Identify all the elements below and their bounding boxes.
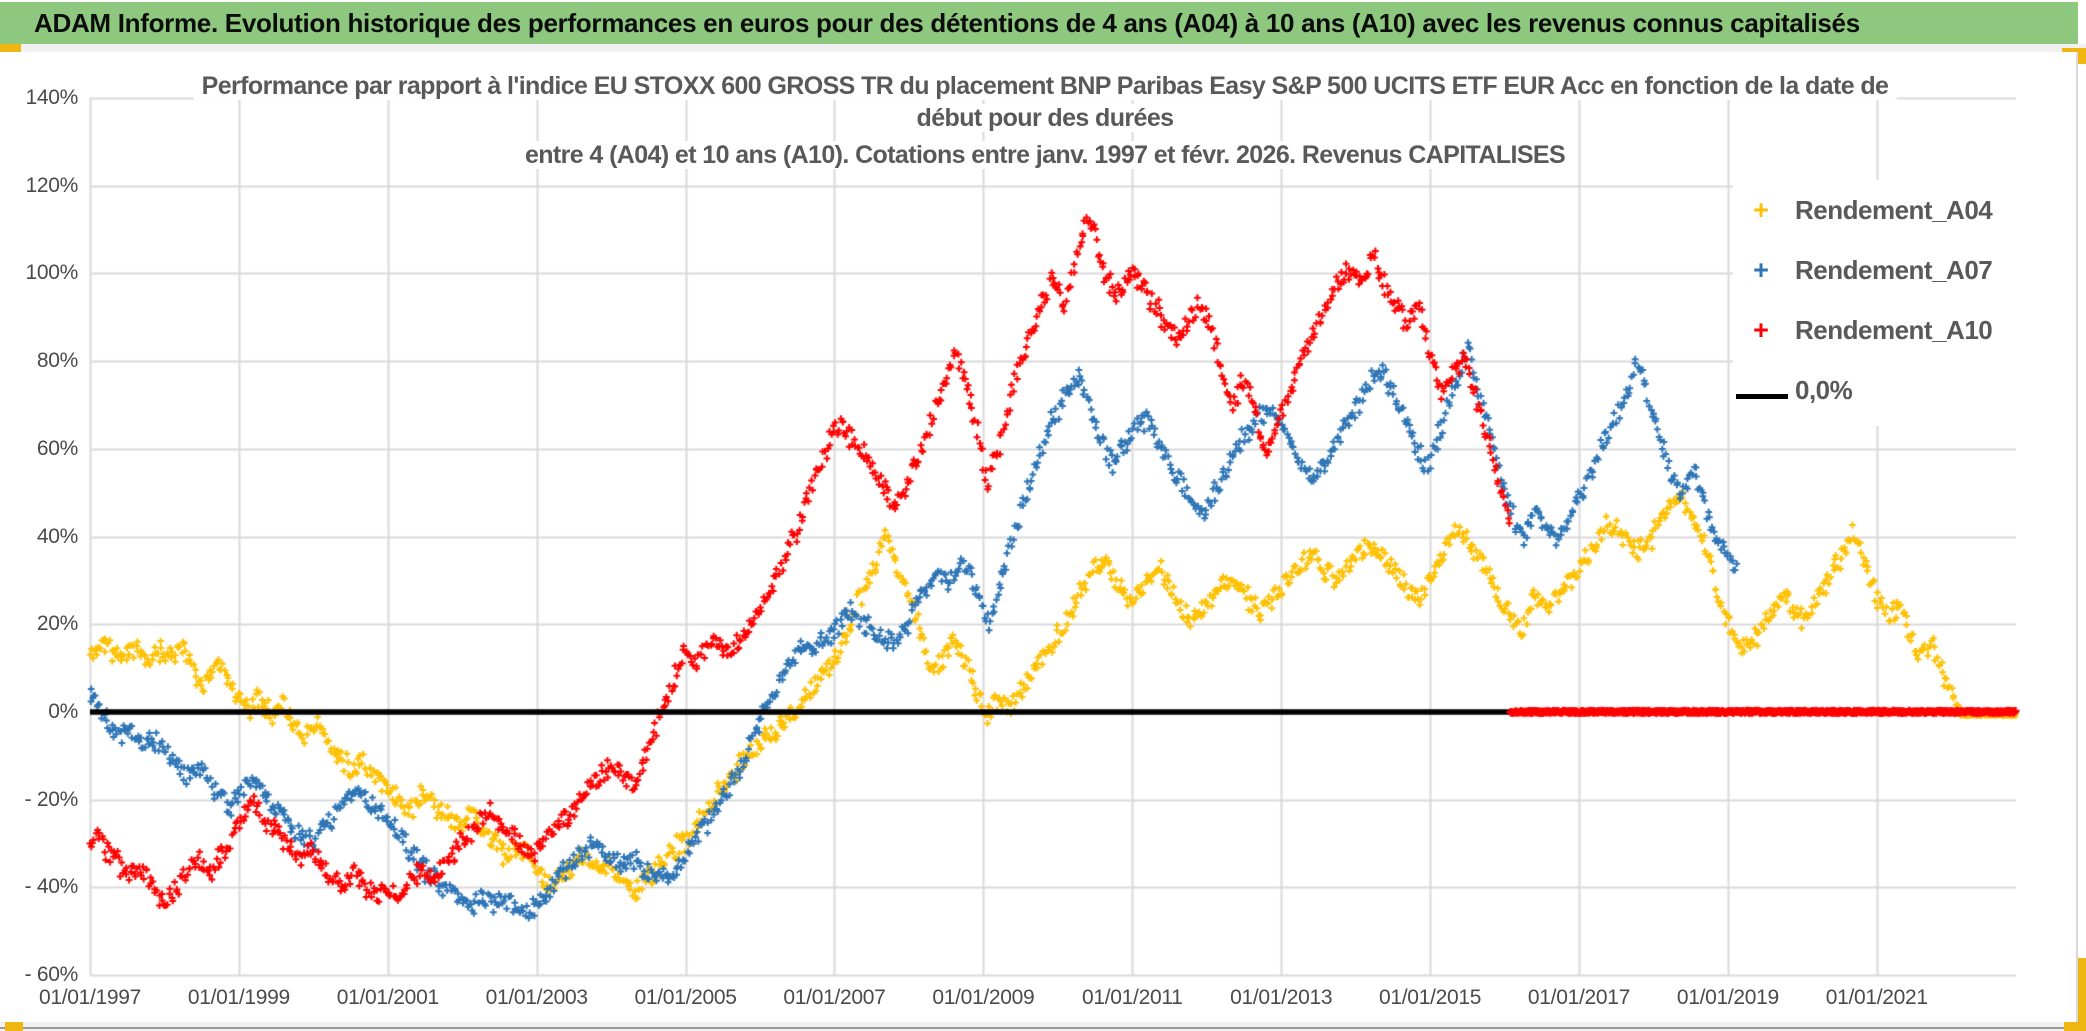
legend-plus-icon: +: [1753, 314, 1769, 345]
legend-item: + Rendement_A10: [1733, 300, 2017, 360]
y-axis-tick-label: - 40%: [24, 875, 79, 899]
x-axis-tick-label: 01/01/2001: [336, 986, 439, 1009]
y-axis-tick-label: - 20%: [24, 787, 79, 811]
x-axis-tick-label: 01/01/2009: [932, 986, 1035, 1009]
x-axis-tick-label: 01/01/2013: [1230, 986, 1333, 1009]
chart-title-line-1: Performance par rapport à l'indice EU ST…: [193, 72, 1897, 100]
gold-accent-bottom-left: [5, 1022, 23, 1031]
legend-plus-icon: +: [1753, 254, 1769, 285]
x-axis-tick-label: 01/01/2005: [634, 986, 737, 1009]
gold-accent-right-edge: [2078, 958, 2086, 1031]
legend-label: Rendement_A07: [1795, 254, 1993, 285]
x-axis-tick-label: 01/01/1997: [38, 986, 142, 1009]
chart-title-line-2: début pour des durées: [908, 104, 1182, 132]
x-axis-tick-label: 01/01/2017: [1527, 986, 1631, 1009]
y-axis-tick-label: 20%: [36, 612, 78, 636]
y-axis-tick-label: 140%: [25, 86, 78, 109]
y-axis-tick-label: - 60%: [24, 963, 79, 986]
legend: + Rendement_A04 + Rendement_A07 + Rendement_A…: [1733, 180, 2017, 426]
x-axis-tick-label: 01/01/2003: [485, 986, 588, 1009]
legend-plus-icon: +: [1753, 194, 1769, 225]
x-axis-tick-label: 01/01/2007: [783, 986, 886, 1009]
y-axis-tick-label: 100%: [25, 261, 78, 285]
legend-label: 0,0%: [1795, 374, 1853, 405]
x-axis-tick-label: 01/01/2015: [1379, 986, 1482, 1009]
legend-item: + Rendement_A04: [1733, 180, 2017, 240]
y-axis-tick-label: 40%: [36, 524, 78, 548]
legend-label: Rendement_A10: [1795, 314, 1993, 345]
legend-label: Rendement_A04: [1795, 194, 1993, 225]
bottom-divider-line: [0, 1027, 2086, 1029]
chart-right-border: [2076, 52, 2078, 1022]
x-axis-tick-label: 01/01/2011: [1082, 986, 1183, 1009]
y-axis-tick-label: 80%: [36, 349, 78, 373]
chart-title-line-3: entre 4 (A04) et 10 ans (A10). Cotations…: [516, 141, 1574, 169]
gold-accent-bottom-right: [2064, 1022, 2086, 1031]
legend-zero-line-icon: [1733, 377, 1789, 404]
legend-item: + Rendement_A07: [1733, 240, 2017, 300]
legend-item: 0,0%: [1733, 360, 2017, 420]
y-axis-tick-label: 60%: [36, 436, 78, 460]
y-axis-tick-label: 0%: [48, 699, 78, 723]
x-axis-tick-label: 01/01/1999: [187, 986, 290, 1009]
y-axis-tick-label: 120%: [25, 173, 78, 197]
x-axis-tick-label: 01/01/2021: [1825, 986, 1928, 1009]
x-axis-tick-label: 01/01/2019: [1676, 986, 1779, 1009]
bottom-strip: [0, 1022, 2086, 1031]
